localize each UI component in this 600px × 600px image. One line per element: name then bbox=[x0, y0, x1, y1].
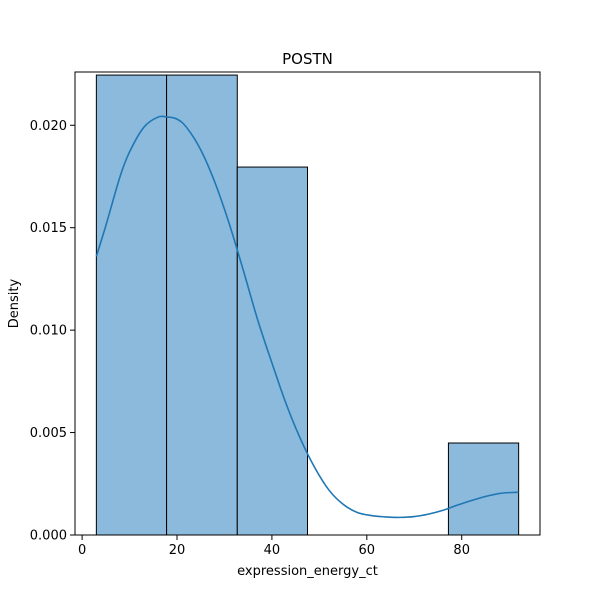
y-axis: 0.000 0.005 0.010 0.015 0.020 bbox=[30, 119, 75, 544]
x-tick-label: 0 bbox=[78, 543, 86, 558]
histogram-bar bbox=[166, 74, 238, 536]
x-tick-label: 80 bbox=[453, 543, 470, 558]
x-tick-label: 40 bbox=[264, 543, 281, 558]
histogram-bar bbox=[236, 166, 308, 536]
y-tick-label: 0.005 bbox=[30, 426, 67, 441]
chart-title: POSTN bbox=[282, 50, 333, 68]
x-tick-label: 20 bbox=[169, 543, 186, 558]
y-axis-label: Density bbox=[7, 278, 22, 328]
x-axis: 0 20 40 60 80 bbox=[78, 535, 470, 558]
y-tick-label: 0.010 bbox=[30, 324, 67, 339]
histogram-bar bbox=[95, 74, 168, 536]
y-tick-label: 0.000 bbox=[30, 529, 67, 544]
plot-frame bbox=[74, 71, 541, 536]
x-axis-label: expression_energy_ct bbox=[237, 564, 378, 579]
histogram-bars bbox=[95, 74, 520, 536]
y-tick-label: 0.020 bbox=[30, 119, 67, 134]
kde-curve bbox=[95, 115, 519, 519]
x-tick-label: 60 bbox=[359, 543, 376, 558]
y-tick-label: 0.015 bbox=[30, 221, 67, 236]
histogram-bar bbox=[447, 442, 520, 536]
